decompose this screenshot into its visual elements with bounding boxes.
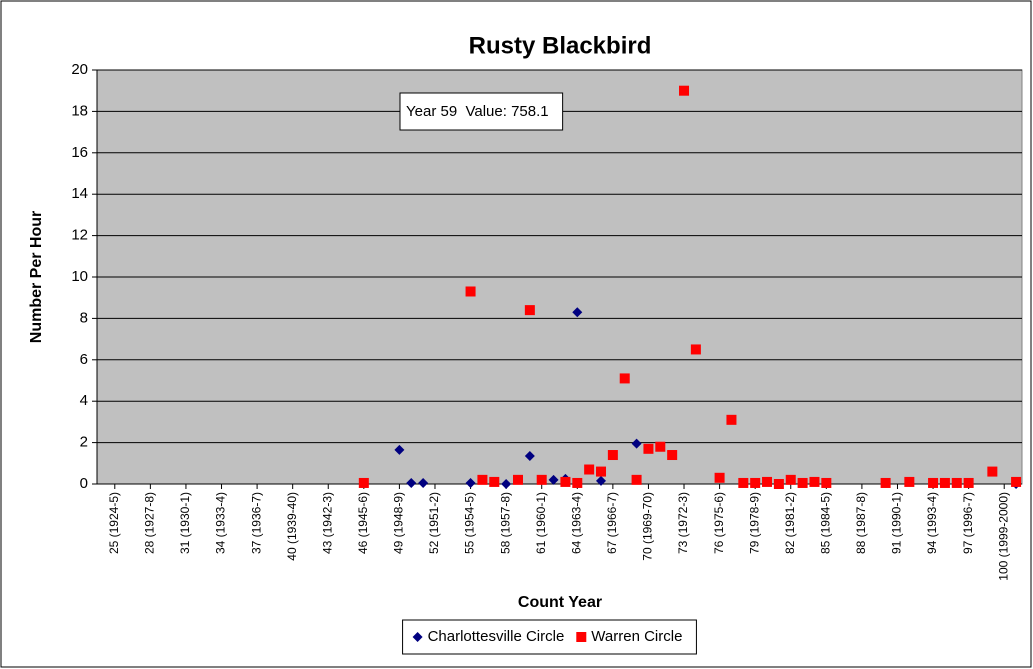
point [607,450,618,461]
point [750,477,761,488]
point [773,479,784,489]
x-tick-label: 40 (1939-40) [285,492,299,561]
x-tick-label: 46 (1945-6) [356,492,370,554]
point [762,476,773,487]
point [394,444,405,455]
x-tick-label: 52 (1951-2) [427,492,441,554]
point [714,472,725,483]
annotation: Year 59 Value: 758.1 [399,92,564,131]
point [928,477,939,488]
x-tick-label: 88 (1987-8) [854,492,868,554]
x-tick-label: 34 (1933-4) [214,492,228,554]
y-tick-label: 16 [71,144,88,161]
legend-label: Charlottesville Circle [428,628,565,645]
point [524,305,535,316]
y-tick-label: 2 [80,434,88,451]
point [631,474,642,485]
point [406,477,417,488]
point [690,344,701,355]
x-tick-label: 91 (1990-1) [890,492,904,554]
y-tick-label: 6 [80,351,88,368]
point [821,477,832,488]
x-tick-label: 64 (1963-4) [569,492,583,554]
x-tick-label: 37 (1936-7) [249,492,263,554]
point [738,477,749,488]
x-tick-label: 25 (1924-5) [107,492,121,554]
point [572,307,583,318]
y-tick-label: 18 [71,102,88,119]
y-tick-label: 20 [71,61,88,78]
chart-title: Rusty Blackbird [469,32,652,59]
x-tick-label: 97 (1996-7) [961,492,975,554]
point [939,477,950,488]
x-tick-label: 85 (1984-5) [818,492,832,554]
x-tick-label: 49 (1948-9) [392,492,406,554]
legend-box [402,619,697,655]
y-tick-label: 12 [71,227,88,244]
y-tick-label: 0 [80,475,88,492]
point [572,477,583,488]
y-tick-label: 8 [80,309,88,326]
point [489,476,500,487]
point [584,464,595,475]
point [418,477,429,488]
legend-marker [576,632,587,642]
x-tick-label: 55 (1954-5) [463,492,477,554]
x-tick-label: 70 (1969-70) [641,492,655,561]
y-tick-label: 4 [80,392,88,409]
point [797,477,808,488]
x-tick-label: 79 (1978-9) [747,492,761,554]
point [880,477,891,488]
x-axis-label: Count Year [518,594,602,611]
point [667,450,678,461]
point [596,475,607,486]
point [726,414,737,425]
point [548,474,559,485]
x-tick-label: 31 (1930-1) [178,492,192,554]
point [358,477,369,488]
y-tick-label: 14 [71,185,88,202]
point [524,451,535,462]
legend: Charlottesville Circle Warren Circle [402,619,697,655]
point [679,85,690,96]
point [619,373,630,384]
point [1011,476,1022,487]
point [987,466,998,477]
annotation-box [399,92,564,131]
point [951,477,962,488]
point [512,474,523,485]
x-tick-label: 67 (1966-7) [605,492,619,554]
point [809,476,820,487]
x-tick-label: 28 (1927-8) [143,492,157,554]
x-tick-label: 58 (1957-8) [498,492,512,554]
x-tick-label: 73 (1972-3) [676,492,690,554]
point [963,477,974,488]
x-tick-label: 43 (1942-3) [320,492,334,554]
point [904,476,915,487]
point [536,474,547,485]
x-tick-label: 94 (1993-4) [925,492,939,554]
point [596,466,607,477]
x-tick-label: 76 (1975-6) [712,492,726,554]
x-tick-label: 61 (1960-1) [534,492,548,554]
point [560,476,571,487]
y-tick-label: 10 [71,268,88,285]
x-tick-label: 100 (1999-2000) [996,492,1010,581]
point [477,474,488,485]
x-tick-label: 82 (1981-2) [783,492,797,554]
annotation-text: Year 59 Value: 758.1 [406,103,549,120]
point [465,286,476,297]
point [465,477,476,488]
point [655,441,666,452]
legend-label: Warren Circle [591,628,682,645]
point [643,443,654,454]
point [631,438,642,449]
legend-marker [412,632,423,642]
point [501,479,512,489]
y-axis-label: Number Per Hour [28,211,45,343]
point [785,474,796,485]
